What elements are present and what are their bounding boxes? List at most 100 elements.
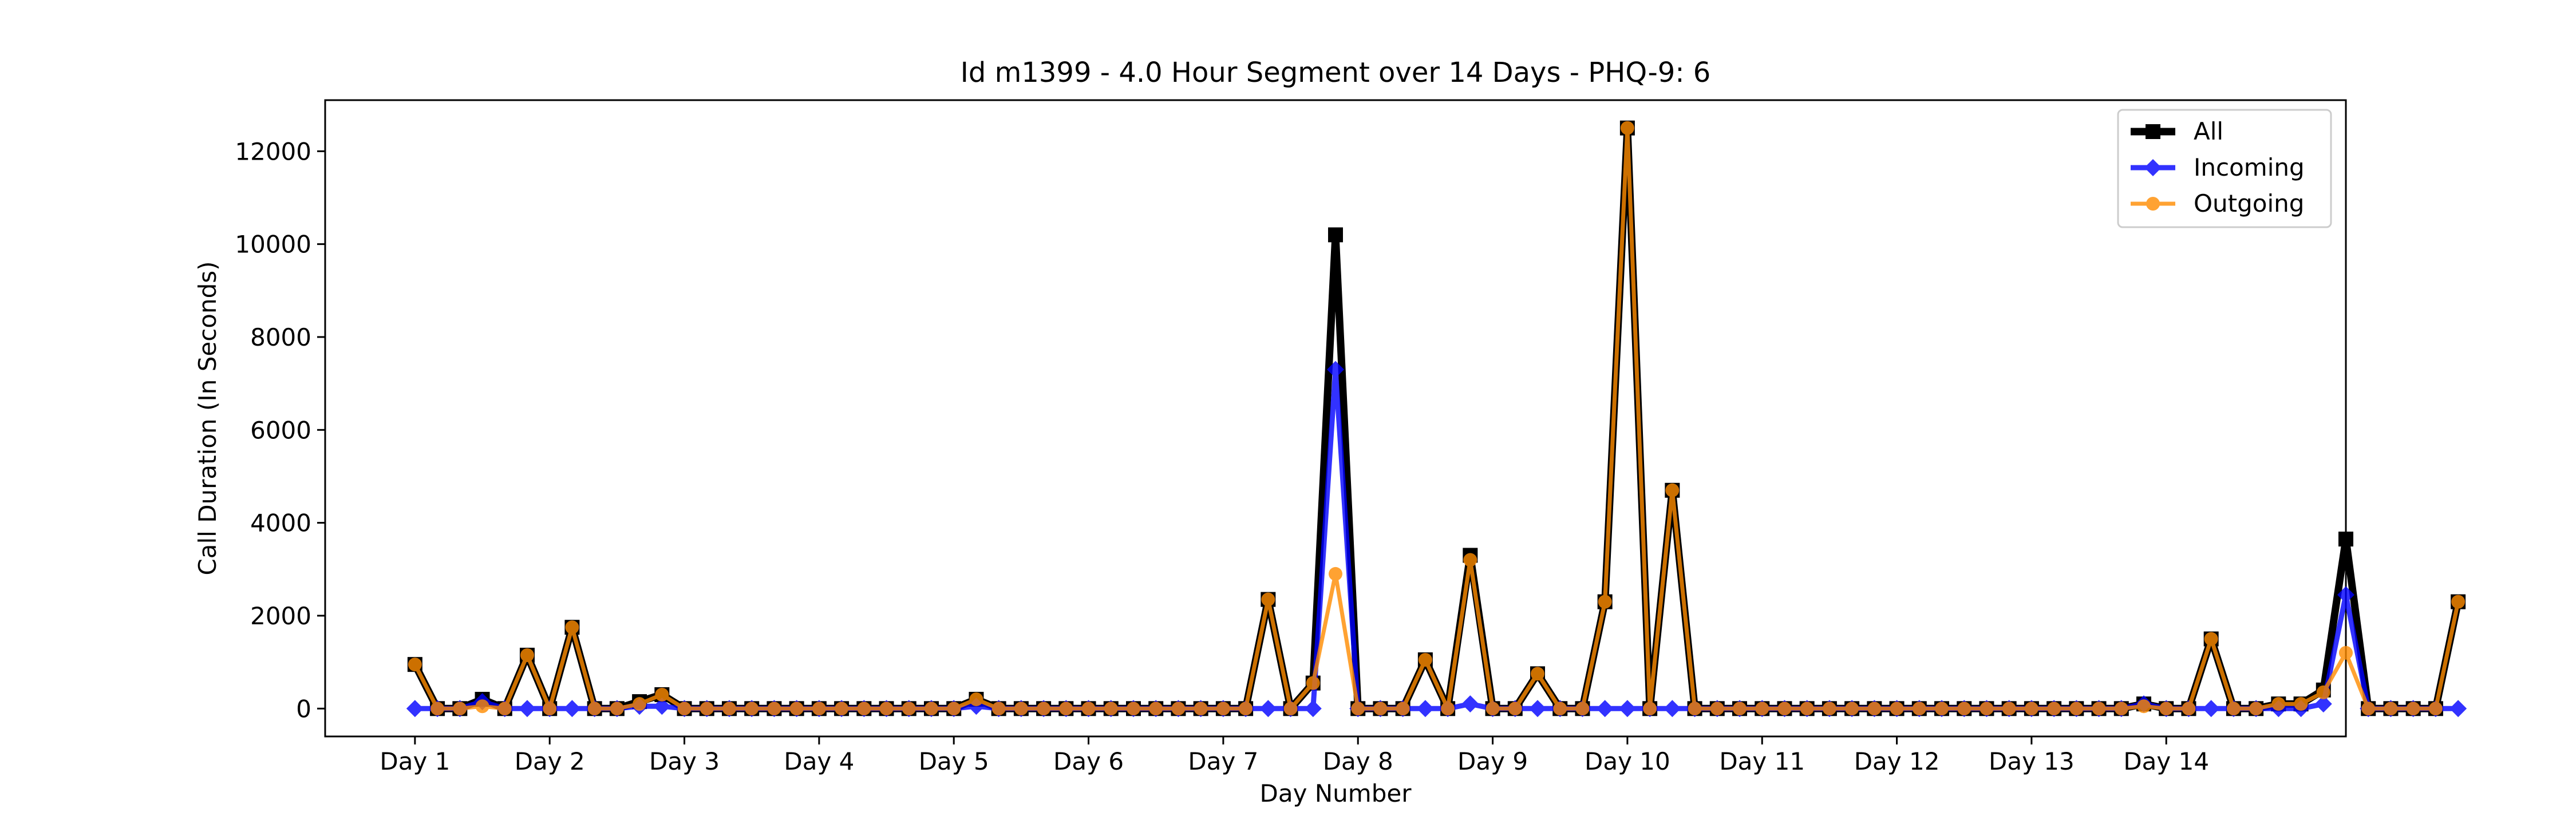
data-point-incoming	[563, 700, 581, 718]
data-point-outgoing	[2047, 702, 2061, 716]
data-point-outgoing	[2384, 702, 2398, 716]
legend-entry-outgoing	[2131, 197, 2175, 211]
data-point-outgoing	[1800, 702, 1814, 716]
data-point-outgoing	[879, 702, 894, 716]
data-point-outgoing	[1239, 702, 1253, 716]
x-tick-label: Day 4	[784, 747, 854, 775]
y-tick-label: 12000	[235, 137, 311, 165]
data-point-outgoing	[1575, 702, 1590, 716]
data-point-incoming	[653, 698, 671, 715]
data-point-outgoing	[1890, 702, 1904, 716]
data-point-outgoing	[947, 702, 961, 716]
data-point-outgoing	[1867, 702, 1882, 716]
x-tick-label: Day 14	[2123, 747, 2209, 775]
data-point-incoming	[2202, 700, 2220, 718]
data-point-outgoing	[1283, 702, 1298, 716]
x-tick-label: Day 2	[515, 747, 585, 775]
x-tick-label: Day 3	[649, 747, 720, 775]
data-point-outgoing	[2316, 685, 2330, 699]
data-point-outgoing	[1261, 592, 1275, 607]
data-point-outgoing	[453, 702, 467, 716]
data-point-incoming	[519, 700, 536, 718]
x-axis-label: Day Number	[1259, 779, 1412, 807]
data-point-outgoing	[677, 702, 692, 716]
data-point-outgoing	[1912, 702, 1926, 716]
data-point-incoming	[1304, 700, 1322, 718]
data-point-all	[1328, 227, 1343, 243]
chart-title: Id m1399 - 4.0 Hour Segment over 14 Days…	[961, 57, 1711, 89]
data-point-incoming	[1529, 700, 1546, 718]
x-tick-label: Day 12	[1854, 747, 1940, 775]
data-point-incoming	[1327, 360, 1344, 378]
data-point-outgoing	[969, 692, 983, 707]
data-point-outgoing	[1553, 702, 1567, 716]
data-point-outgoing	[1127, 702, 1140, 716]
data-point-outgoing	[2226, 702, 2241, 716]
legend-label-incoming: Incoming	[2194, 153, 2305, 181]
data-point-outgoing	[812, 702, 826, 716]
data-point-outgoing	[1441, 702, 1455, 716]
x-tick-label: Day 7	[1188, 747, 1258, 775]
data-point-incoming	[1618, 700, 1636, 718]
x-tick-label: Day 10	[1585, 747, 1670, 775]
series-outgoing	[408, 121, 2466, 716]
data-point-outgoing	[2428, 702, 2443, 716]
data-point-outgoing	[1598, 595, 1612, 609]
data-point-outgoing	[902, 702, 916, 716]
data-point-outgoing	[2406, 702, 2420, 716]
data-point-outgoing	[2204, 632, 2218, 646]
data-point-outgoing	[1216, 702, 1230, 716]
y-tick-label: 0	[296, 695, 311, 723]
y-tick-label: 6000	[250, 416, 311, 444]
data-point-outgoing	[1149, 702, 1163, 716]
data-point-outgoing	[2002, 702, 2016, 716]
data-point-outgoing	[745, 702, 759, 716]
data-point-outgoing	[835, 702, 849, 716]
data-point-incoming	[2449, 700, 2467, 718]
data-point-outgoing	[1396, 702, 1410, 716]
y-axis: 0 2000 4000 6000 8000 10000 12000	[235, 137, 325, 723]
data-point-outgoing	[722, 702, 736, 716]
data-point-outgoing	[924, 702, 938, 716]
data-point-incoming	[2337, 586, 2354, 604]
data-point-outgoing	[2024, 702, 2038, 716]
data-point-outgoing	[2182, 702, 2196, 716]
data-point-outgoing	[2249, 702, 2263, 716]
data-point-incoming	[1664, 700, 1681, 718]
data-point-outgoing	[475, 699, 489, 714]
data-point-incoming	[406, 700, 424, 718]
legend-marker-all	[2146, 124, 2160, 139]
y-tick-label: 2000	[250, 602, 311, 630]
data-point-outgoing	[1508, 702, 1522, 716]
data-point-outgoing	[655, 687, 669, 702]
data-point-outgoing	[1081, 702, 1096, 716]
data-point-outgoing	[857, 702, 871, 716]
data-point-outgoing	[1845, 702, 1859, 716]
data-point-outgoing	[430, 702, 445, 716]
data-point-outgoing	[2137, 699, 2151, 714]
data-point-outgoing	[991, 702, 1006, 716]
data-point-outgoing	[565, 620, 579, 635]
y-tick-label: 10000	[235, 231, 311, 259]
data-point-outgoing	[1306, 676, 1320, 690]
legend: All Incoming Outgoing	[2117, 109, 2332, 228]
data-point-outgoing	[789, 702, 804, 716]
x-tick-label: Day 11	[1719, 747, 1805, 775]
data-point-outgoing	[2271, 697, 2286, 711]
x-tick-label: Day 1	[380, 747, 450, 775]
legend-marker-incoming	[2144, 159, 2162, 176]
plot-area	[324, 99, 2347, 738]
legend-entry-incoming	[2131, 159, 2175, 176]
data-point-outgoing	[2339, 645, 2353, 660]
legend-marker-outgoing	[2146, 197, 2160, 211]
data-point-outgoing	[1665, 483, 1680, 497]
data-point-outgoing	[610, 702, 624, 716]
data-point-outgoing	[1755, 702, 1769, 716]
data-point-outgoing	[1710, 702, 1724, 716]
legend-entry-all	[2131, 124, 2175, 139]
data-point-outgoing	[1014, 702, 1028, 716]
data-point-outgoing	[1620, 121, 1634, 135]
data-point-outgoing	[2361, 702, 2376, 716]
data-point-incoming	[1596, 700, 1614, 718]
